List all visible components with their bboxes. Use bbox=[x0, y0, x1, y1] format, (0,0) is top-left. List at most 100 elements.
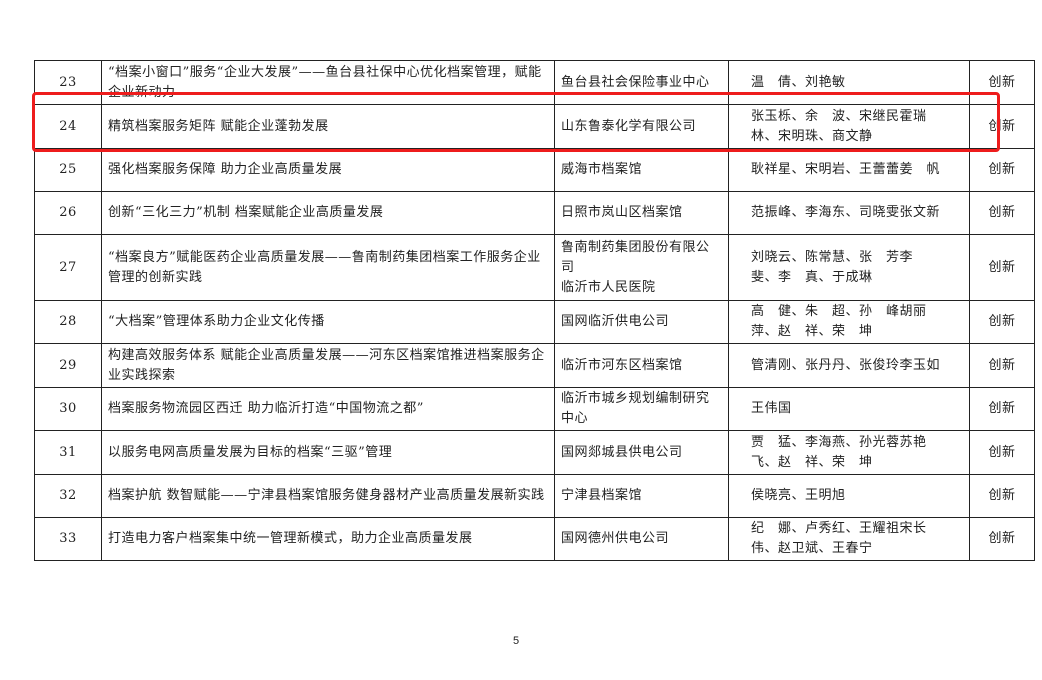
organization-cell: 临沂市河东区档案馆 bbox=[554, 343, 729, 388]
award-type-cell: 创新 bbox=[969, 234, 1035, 301]
project-title: “大档案”管理体系助力企业文化传播 bbox=[108, 314, 325, 329]
award-type-cell: 创新 bbox=[969, 430, 1035, 475]
participants: 贾 猛、李海燕、孙光蓉苏艳飞、赵 祥、荣 坤 bbox=[751, 434, 927, 470]
participants-cell: 范振峰、李海东、司晓雯张文新 bbox=[728, 191, 970, 235]
award-type: 创新 bbox=[988, 531, 1016, 546]
participants: 刘晓云、陈常慧、张 芳李 斐、李 真、于成琳 bbox=[751, 249, 927, 285]
participants: 管清刚、张丹丹、张俊玲李玉如 bbox=[751, 357, 941, 373]
organization-cell: 宁津县档案馆 bbox=[554, 474, 729, 518]
project-title-cell: 档案护航 数智赋能——宁津县档案馆服务健身器材产业高质量发展新实践 bbox=[101, 474, 555, 518]
project-title-cell: “档案小窗口”服务“企业大发展”——鱼台县社保中心优化档案管理，赋能企业新动力 bbox=[101, 60, 555, 105]
award-type: 创新 bbox=[988, 357, 1016, 373]
participants: 范振峰、李海东、司晓雯张文新 bbox=[751, 205, 941, 220]
project-title: 构建高效服务体系 赋能企业高质量发展——河东区档案馆推进档案服务企业实践探索 bbox=[108, 347, 545, 383]
row-number: 27 bbox=[59, 259, 77, 275]
award-type-cell: 创新 bbox=[969, 343, 1035, 388]
participants-cell: 王伟国 bbox=[728, 387, 970, 431]
row-number: 28 bbox=[59, 314, 77, 329]
organization-cell: 国网德州供电公司 bbox=[554, 517, 729, 561]
award-type: 创新 bbox=[988, 162, 1016, 177]
project-title: 以服务电网高质量发展为目标的档案“三驱”管理 bbox=[108, 444, 393, 460]
organization-cell: 威海市档案馆 bbox=[554, 148, 729, 192]
row-number-cell: 25 bbox=[34, 148, 102, 192]
table-row: 24 精筑档案服务矩阵 赋能企业蓬勃发展 山东鲁泰化学有限公司 张玉栎、余 波、宋继民… bbox=[34, 104, 1035, 149]
organization-cell: 鲁南制药集团股份有限公司 临沂市人民医院 bbox=[554, 234, 729, 301]
award-type-cell: 创新 bbox=[969, 191, 1035, 235]
table-row: 32 档案护航 数智赋能——宁津县档案馆服务健身器材产业高质量发展新实践 宁津县档案… bbox=[34, 474, 1035, 518]
row-number-cell: 23 bbox=[34, 60, 102, 105]
organization: 威海市档案馆 bbox=[561, 162, 643, 177]
organization-cell: 山东鲁泰化学有限公司 bbox=[554, 104, 729, 149]
table-row: 31 以服务电网高质量发展为目标的档案“三驱”管理 国网郯城县供电公司 贾 猛、李海燕… bbox=[34, 430, 1035, 475]
organization: 国网德州供电公司 bbox=[561, 531, 670, 546]
row-number-cell: 30 bbox=[34, 387, 102, 431]
participants: 张玉栎、余 波、宋继民霍瑞林、宋明珠、商文静 bbox=[751, 108, 927, 144]
project-title: 档案服务物流园区西迁 助力临沂打造“中国物流之都” bbox=[108, 401, 424, 416]
project-title-cell: 精筑档案服务矩阵 赋能企业蓬勃发展 bbox=[101, 104, 555, 149]
award-type: 创新 bbox=[988, 401, 1016, 416]
award-table: 23 “档案小窗口”服务“企业大发展”——鱼台县社保中心优化档案管理，赋能企业新动… bbox=[34, 60, 1035, 561]
project-title-cell: 打造电力客户档案集中统一管理新模式，助力企业高质量发展 bbox=[101, 517, 555, 561]
participants-cell: 温 倩、刘艳敏 bbox=[728, 60, 970, 105]
organization: 山东鲁泰化学有限公司 bbox=[561, 118, 697, 134]
organization-cell: 国网郯城县供电公司 bbox=[554, 430, 729, 475]
participants-cell: 纪 娜、卢秀红、王耀祖宋长伟、赵卫斌、王春宁 bbox=[728, 517, 970, 561]
page-number: 5 bbox=[513, 635, 520, 647]
award-type: 创新 bbox=[988, 205, 1016, 220]
participants-cell: 贾 猛、李海燕、孙光蓉苏艳飞、赵 祥、荣 坤 bbox=[728, 430, 970, 475]
organization: 鱼台县社会保险事业中心 bbox=[561, 74, 710, 90]
award-type-cell: 创新 bbox=[969, 387, 1035, 431]
row-number-cell: 26 bbox=[34, 191, 102, 235]
participants-cell: 刘晓云、陈常慧、张 芳李 斐、李 真、于成琳 bbox=[728, 234, 970, 301]
row-number: 24 bbox=[59, 118, 77, 134]
participants-cell: 张玉栎、余 波、宋继民霍瑞林、宋明珠、商文静 bbox=[728, 104, 970, 149]
participants-cell: 高 健、朱 超、孙 峰胡丽萍、赵 祥、荣 坤 bbox=[728, 300, 970, 344]
project-title-cell: 档案服务物流园区西迁 助力临沂打造“中国物流之都” bbox=[101, 387, 555, 431]
organization: 临沂市城乡规划编制研究中心 bbox=[561, 391, 710, 426]
organization: 临沂市河东区档案馆 bbox=[561, 357, 683, 373]
award-type: 创新 bbox=[988, 444, 1016, 460]
row-number: 31 bbox=[59, 444, 77, 460]
project-title-cell: “档案良方”赋能医药企业高质量发展——鲁南制药集团档案工作服务企业管理的创新实践 bbox=[101, 234, 555, 301]
award-type-cell: 创新 bbox=[969, 474, 1035, 518]
participants: 高 健、朱 超、孙 峰胡丽萍、赵 祥、荣 坤 bbox=[751, 304, 927, 339]
row-number-cell: 31 bbox=[34, 430, 102, 475]
row-number: 23 bbox=[59, 74, 77, 90]
row-number: 25 bbox=[59, 162, 77, 177]
participants-cell: 管清刚、张丹丹、张俊玲李玉如 bbox=[728, 343, 970, 388]
organization-cell: 日照市岚山区档案馆 bbox=[554, 191, 729, 235]
participants: 王伟国 bbox=[751, 401, 792, 416]
award-type-cell: 创新 bbox=[969, 300, 1035, 344]
organization-cell: 临沂市城乡规划编制研究中心 bbox=[554, 387, 729, 431]
award-type: 创新 bbox=[988, 314, 1016, 329]
row-number-cell: 33 bbox=[34, 517, 102, 561]
participants-cell: 耿祥星、宋明岩、王蕾蕾姜 帆 bbox=[728, 148, 970, 192]
project-title: “档案良方”赋能医药企业高质量发展——鲁南制药集团档案工作服务企业管理的创新实践 bbox=[108, 249, 541, 285]
award-type-cell: 创新 bbox=[969, 104, 1035, 149]
organization: 国网郯城县供电公司 bbox=[561, 444, 683, 460]
table-row: 33 打造电力客户档案集中统一管理新模式，助力企业高质量发展 国网德州供电公司 纪 娜… bbox=[34, 517, 1035, 561]
row-number-cell: 32 bbox=[34, 474, 102, 518]
project-title-cell: “大档案”管理体系助力企业文化传播 bbox=[101, 300, 555, 344]
organization: 日照市岚山区档案馆 bbox=[561, 205, 683, 220]
row-number: 32 bbox=[59, 488, 77, 503]
award-type-cell: 创新 bbox=[969, 60, 1035, 105]
project-title-cell: 创新“三化三力”机制 档案赋能企业高质量发展 bbox=[101, 191, 555, 235]
award-type: 创新 bbox=[988, 118, 1016, 134]
award-type: 创新 bbox=[988, 259, 1016, 275]
organization: 国网临沂供电公司 bbox=[561, 314, 670, 329]
participants: 侯晓亮、王明旭 bbox=[751, 488, 846, 503]
project-title-cell: 构建高效服务体系 赋能企业高质量发展——河东区档案馆推进档案服务企业实践探索 bbox=[101, 343, 555, 388]
row-number: 33 bbox=[59, 531, 77, 546]
organization-cell: 国网临沂供电公司 bbox=[554, 300, 729, 344]
project-title: 强化档案服务保障 助力企业高质量发展 bbox=[108, 162, 343, 177]
table-row: 25 强化档案服务保障 助力企业高质量发展 威海市档案馆 耿祥星、宋明岩、王蕾蕾姜 帆… bbox=[34, 148, 1035, 192]
project-title-cell: 强化档案服务保障 助力企业高质量发展 bbox=[101, 148, 555, 192]
project-title: 创新“三化三力”机制 档案赋能企业高质量发展 bbox=[108, 205, 384, 220]
table-row: 26 创新“三化三力”机制 档案赋能企业高质量发展 日照市岚山区档案馆 范振峰、李海东… bbox=[34, 191, 1035, 235]
award-type: 创新 bbox=[988, 488, 1016, 503]
award-type-cell: 创新 bbox=[969, 517, 1035, 561]
participants: 耿祥星、宋明岩、王蕾蕾姜 帆 bbox=[751, 162, 941, 177]
row-number: 26 bbox=[59, 205, 77, 220]
row-number-cell: 24 bbox=[34, 104, 102, 149]
